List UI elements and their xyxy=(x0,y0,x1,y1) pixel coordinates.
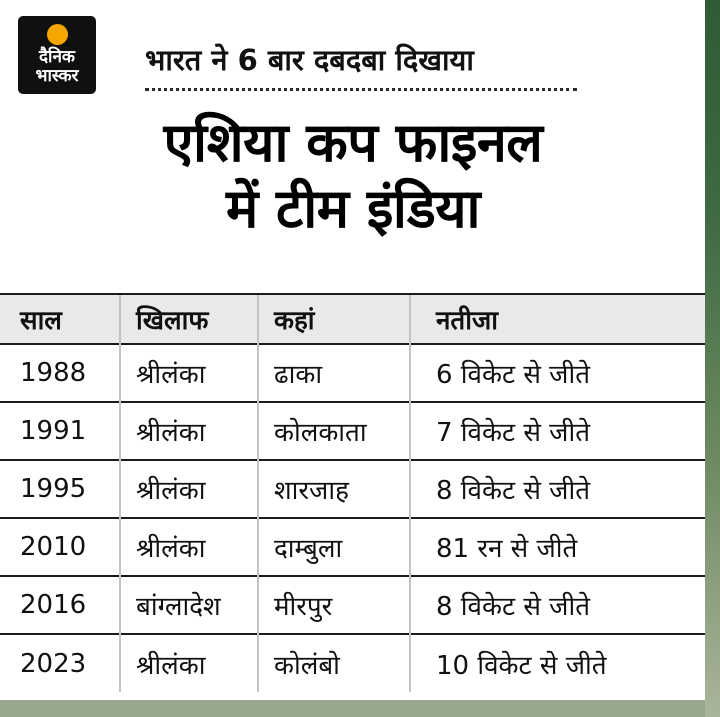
asia-cup-finals-table: साल खिलाफ कहां नतीजा 1988 श्रीलंका ढाका … xyxy=(0,293,706,692)
year-cell: 2023 xyxy=(0,633,120,692)
table-row: 2016 बांग्लादेश मीरपुर 8 विकेट से जीते xyxy=(0,575,706,634)
page-title-line1: एशिया कप फाइनल xyxy=(163,111,543,174)
venue-cell: ढाका xyxy=(257,343,410,402)
year-cell: 1995 xyxy=(0,459,120,518)
result-cell: 8 विकेट से जीते xyxy=(409,575,706,634)
year-cell: 1991 xyxy=(0,401,120,460)
page-title-line2: में टीम इंडिया xyxy=(225,176,481,240)
venue-cell: कोलकाता xyxy=(257,401,410,460)
table-row: 2023 श्रीलंका कोलंबो 10 विकेट से जीते xyxy=(0,633,706,692)
right-accent-strip xyxy=(705,0,720,717)
col-header-year: साल xyxy=(0,293,120,344)
result-cell: 81 रन से जीते xyxy=(409,517,706,576)
table-header-row: साल खिलाफ कहां नतीजा xyxy=(0,293,706,344)
col-header-opponent: खिलाफ xyxy=(119,293,258,344)
opponent-cell: श्रीलंका xyxy=(119,401,258,460)
table-row: 1991 श्रीलंका कोलकाता 7 विकेट से जीते xyxy=(0,401,706,460)
opponent-cell: बांग्लादेश xyxy=(119,575,258,634)
logo-sun-icon xyxy=(46,23,68,45)
opponent-cell: श्रीलंका xyxy=(119,459,258,518)
kicker-block: भारत ने 6 बार दबदबा दिखाया xyxy=(145,40,585,91)
opponent-cell: श्रीलंका xyxy=(119,633,258,692)
result-cell: 8 विकेट से जीते xyxy=(409,459,706,518)
year-cell: 2010 xyxy=(0,517,120,576)
opponent-cell: श्रीलंका xyxy=(119,517,258,576)
kicker-dotted-underline xyxy=(145,88,577,91)
venue-cell: मीरपुर xyxy=(257,575,410,634)
col-header-venue: कहां xyxy=(257,293,410,344)
opponent-cell: श्रीलंका xyxy=(119,343,258,402)
logo-text-line2: भास्कर xyxy=(35,66,79,86)
page-title: एशिया कप फाइनल में टीम इंडिया xyxy=(0,110,706,242)
venue-cell: दाम्बुला xyxy=(257,517,410,576)
result-cell: 10 विकेट से जीते xyxy=(409,633,706,692)
dainik-bhaskar-logo: दैनिक भास्कर xyxy=(18,16,96,94)
venue-cell: शारजाह xyxy=(257,459,410,518)
logo-text-line1: दैनिक xyxy=(39,46,75,67)
year-cell: 1988 xyxy=(0,343,120,402)
result-cell: 6 विकेट से जीते xyxy=(409,343,706,402)
year-cell: 2016 xyxy=(0,575,120,634)
venue-cell: कोलंबो xyxy=(257,633,410,692)
table-row: 2010 श्रीलंका दाम्बुला 81 रन से जीते xyxy=(0,517,706,576)
table-row: 1988 श्रीलंका ढाका 6 विकेट से जीते xyxy=(0,343,706,402)
table-row: 1995 श्रीलंका शारजाह 8 विकेट से जीते xyxy=(0,459,706,518)
result-cell: 7 विकेट से जीते xyxy=(409,401,706,460)
kicker-text: भारत ने 6 बार दबदबा दिखाया xyxy=(145,43,474,77)
col-header-result: नतीजा xyxy=(409,293,706,344)
bottom-accent-strip xyxy=(0,700,705,717)
